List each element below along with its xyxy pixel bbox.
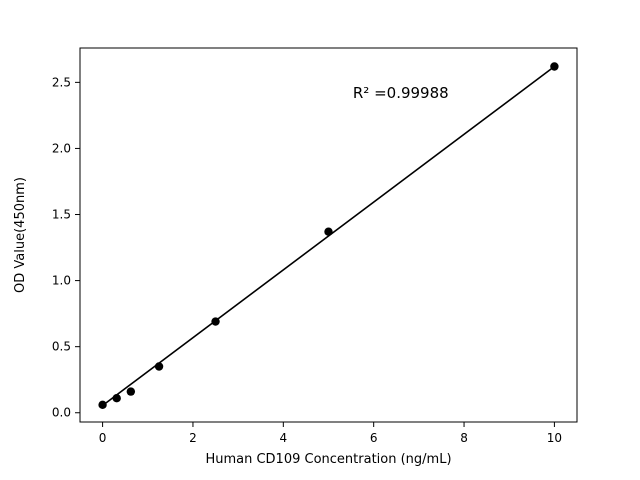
- y-tick-label: 2.0: [52, 141, 71, 155]
- data-point: [112, 394, 121, 403]
- y-tick-label: 1.0: [52, 274, 71, 288]
- y-tick-label: 0.5: [52, 340, 71, 354]
- x-tick-label: 8: [460, 431, 468, 445]
- plot-border: [79, 47, 578, 423]
- data-point: [126, 387, 136, 396]
- x-tick-label: 4: [279, 431, 287, 445]
- y-axis-label: OD Value(450nm): [13, 177, 28, 293]
- x-tick-label: 2: [189, 431, 197, 445]
- x-tick-label: 10: [547, 431, 562, 445]
- x-axis-label: Human CD109 Concentration (ng/mL): [205, 452, 451, 467]
- y-tick-label: 2.5: [52, 75, 71, 89]
- data-point: [211, 317, 220, 326]
- data-point: [324, 227, 333, 236]
- data-point: [154, 362, 164, 371]
- data-point: [98, 400, 107, 410]
- data-point: [550, 62, 559, 71]
- y-tick-label: 1.5: [52, 208, 71, 222]
- r-squared-annotation: R² =0.99988: [353, 84, 449, 102]
- fit-line: [102, 65, 555, 407]
- x-tick-label: 0: [99, 431, 107, 445]
- y-tick-label: 0.0: [52, 406, 71, 420]
- x-tick-label: 6: [370, 431, 378, 445]
